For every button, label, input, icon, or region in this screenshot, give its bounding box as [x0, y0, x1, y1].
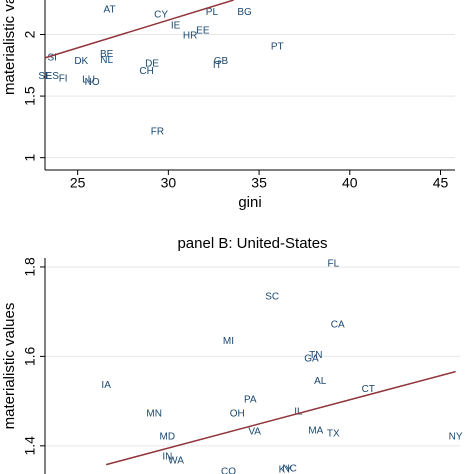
point-label: KY — [279, 465, 293, 474]
fit-line — [44, 0, 234, 59]
fit-line — [105, 370, 456, 466]
point-label: HR — [183, 30, 197, 41]
point-label: PA — [244, 394, 257, 405]
y-tick-label: 1.6 — [22, 346, 38, 366]
point-label: AT — [104, 4, 116, 15]
y-tick-label: 2 — [22, 30, 38, 38]
point-label: PT — [271, 41, 284, 52]
point-label: CO — [221, 466, 236, 474]
point-label: PL — [206, 7, 219, 18]
point-label: NY — [449, 432, 463, 443]
point-label: NO — [85, 77, 100, 88]
point-label: MN — [146, 408, 162, 419]
y-axis-title: materialistic values — [1, 303, 18, 430]
point-label: TN — [309, 350, 322, 361]
point-label: SI — [48, 53, 57, 64]
point-label: IN — [162, 452, 172, 463]
y-tick-label: 1 — [22, 154, 38, 162]
point-label: DK — [74, 56, 88, 67]
point-label: CY — [154, 9, 168, 20]
point-label: IA — [101, 380, 111, 391]
point-label: NL — [100, 55, 113, 66]
point-label: CT — [362, 384, 375, 395]
point-label: IT — [213, 60, 222, 71]
point-label: AL — [314, 376, 327, 387]
point-label: TX — [327, 428, 340, 439]
y-tick-label: 1.5 — [22, 86, 38, 106]
point-label: IL — [294, 406, 303, 417]
point-label: BG — [237, 7, 252, 18]
point-label: CA — [331, 320, 345, 331]
x-tick-label: 25 — [70, 175, 86, 191]
point-label: FI — [59, 73, 68, 84]
point-label: EE — [196, 25, 210, 36]
point-label: SE — [38, 71, 52, 82]
y-tick-label: 1.4 — [22, 436, 38, 456]
point-label: BE — [100, 49, 114, 60]
point-label: FR — [151, 126, 164, 137]
x-tick-label: 45 — [433, 175, 449, 191]
x-tick-label: 35 — [251, 175, 267, 191]
point-label: MD — [160, 432, 176, 443]
point-label: NC — [282, 464, 296, 474]
point-label: MA — [308, 425, 323, 436]
y-tick-label: 1.8 — [22, 257, 38, 277]
point-label: ES — [46, 71, 60, 82]
point-label: LU — [82, 75, 95, 86]
point-label: IE — [171, 21, 181, 32]
point-label: GB — [214, 56, 229, 67]
point-label: WA — [168, 456, 184, 467]
point-label: MI — [223, 336, 234, 347]
point-label: GA — [304, 353, 319, 364]
point-label: DE — [145, 59, 159, 70]
y-axis-title: materialistic values — [1, 0, 18, 95]
x-tick-label: 30 — [161, 175, 177, 191]
x-axis-title: gini — [238, 194, 261, 211]
point-label: FL — [327, 258, 339, 269]
x-tick-label: 40 — [342, 175, 358, 191]
point-label: OH — [230, 408, 245, 419]
point-label: CH — [139, 66, 153, 77]
point-label: VA — [248, 427, 261, 438]
point-label: SC — [265, 292, 279, 303]
chart-title: panel B: United-States — [177, 235, 327, 252]
